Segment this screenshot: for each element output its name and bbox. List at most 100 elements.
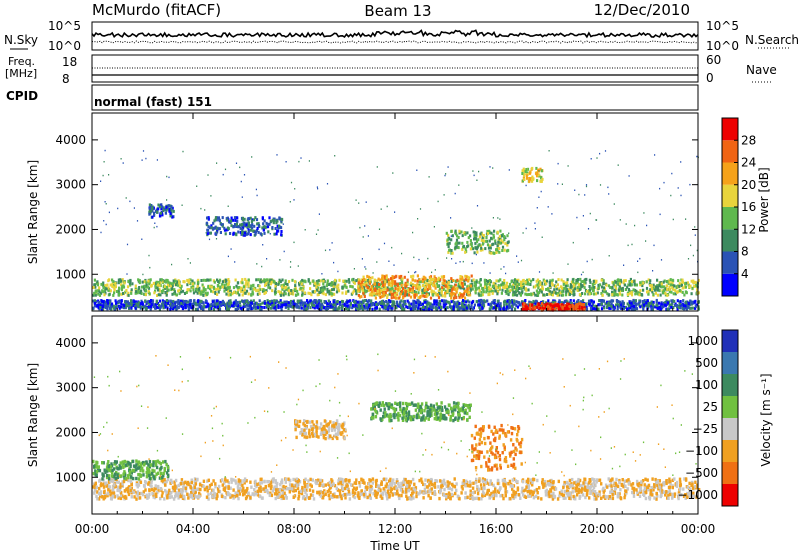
power-cell (307, 304, 309, 307)
power-cell (445, 173, 446, 175)
power-cell (646, 287, 648, 290)
power-cell (536, 290, 538, 293)
power-cell (326, 302, 328, 305)
power-cell (676, 285, 678, 288)
power-cell (544, 304, 546, 307)
power-cell (651, 307, 653, 310)
power-cell (454, 303, 456, 306)
power-cell (334, 308, 336, 311)
power-cell (468, 301, 470, 304)
power-cell (565, 291, 567, 294)
power-cell (241, 233, 243, 236)
power-cell (588, 300, 590, 303)
power-cell (493, 217, 494, 219)
power-cell (682, 291, 684, 294)
cpid-label: CPID (6, 89, 38, 103)
power-colorbar-tick: 20 (741, 178, 756, 192)
power-cell (507, 249, 509, 252)
power-cell (412, 279, 414, 282)
power-cell (166, 299, 168, 302)
power-cell (267, 230, 269, 233)
power-cell (225, 293, 227, 296)
power-cell (103, 220, 104, 222)
power-cell (463, 261, 464, 263)
power-cell (197, 308, 199, 311)
power-cell (669, 288, 671, 291)
power-cell (211, 226, 213, 229)
velocity-band (92, 477, 700, 501)
power-cell (695, 281, 697, 284)
power-cell (206, 222, 208, 225)
power-cell (472, 263, 473, 265)
power-cell (334, 279, 336, 282)
power-cell (262, 244, 263, 246)
power-cell (247, 304, 249, 307)
power-cell (175, 280, 177, 283)
power-cell (265, 282, 267, 285)
power-cell (352, 285, 354, 288)
power-cell (438, 201, 439, 203)
power-cell (207, 229, 209, 232)
power-cell (508, 293, 510, 296)
power-cell (584, 286, 586, 289)
power-cell (227, 286, 229, 289)
power-cell (547, 299, 549, 302)
power-cell (621, 294, 623, 297)
noise-panel: N.Sky 10^5 10^0 10^5 10^0 N.Search (4, 19, 799, 53)
power-cell (495, 279, 497, 282)
power-cell (634, 283, 636, 286)
power-cell (508, 304, 510, 307)
power-cell (115, 285, 117, 288)
power-cell (259, 292, 261, 295)
power-cell (245, 300, 247, 303)
power-cell (368, 304, 370, 307)
power-cell (250, 233, 252, 236)
power-cell (125, 289, 127, 292)
power-cell (567, 263, 568, 265)
power-cell (493, 252, 495, 255)
power-cell (561, 286, 563, 289)
power-cell (338, 279, 340, 282)
power-colorbar-segment (722, 118, 738, 140)
power-cell (327, 291, 329, 294)
power-cell (273, 219, 275, 222)
power-cell (358, 288, 360, 291)
power-cell (109, 212, 110, 214)
power-cell (105, 150, 106, 152)
power-cell (657, 288, 659, 291)
power-cell (123, 304, 125, 307)
power-cell (152, 207, 154, 210)
power-cell (211, 286, 213, 289)
power-cell (620, 219, 621, 221)
power-cell (502, 286, 504, 289)
power-cell (336, 290, 338, 293)
power-cell (383, 302, 385, 305)
power-cell (164, 291, 166, 294)
power-cell (428, 308, 430, 311)
power-cell (453, 297, 455, 300)
power-cell (302, 293, 304, 296)
power-cell (601, 279, 603, 282)
power-cell (574, 287, 576, 290)
power-cell (655, 292, 657, 295)
power-cell (280, 230, 282, 233)
power-cell (229, 232, 231, 235)
power-cell (569, 305, 571, 308)
power-cell (481, 239, 483, 242)
power-cell (600, 184, 601, 186)
power-cell (371, 276, 373, 279)
power-cell (347, 290, 349, 293)
power-cell (607, 302, 609, 305)
power-cell (159, 205, 161, 208)
power-cell (611, 293, 613, 296)
power-cell (466, 241, 468, 244)
power-cell (505, 273, 506, 275)
power-cell (309, 306, 311, 309)
power-cell (237, 231, 239, 234)
power-cell (470, 285, 472, 288)
power-cell (456, 279, 458, 282)
power-cell (369, 278, 371, 281)
power-cell (499, 235, 501, 238)
power-cell (472, 307, 474, 310)
power-cell (244, 232, 246, 235)
